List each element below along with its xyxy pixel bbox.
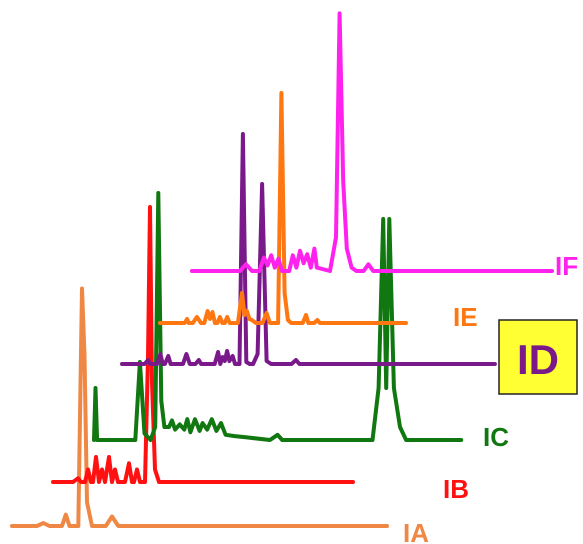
- series-label-ia: IA: [403, 518, 429, 544]
- trace-ic: [92, 191, 464, 442]
- trace-ie: [158, 91, 408, 325]
- trace-id: [120, 132, 497, 366]
- trace-ia: [10, 286, 389, 528]
- series-label-id: ID: [517, 336, 559, 383]
- series-label-ic: IC: [483, 422, 509, 452]
- trace-layer: [10, 11, 554, 528]
- trace-if: [190, 11, 554, 273]
- trace-ib: [51, 205, 355, 484]
- series-label-id-box: ID: [498, 319, 578, 395]
- series-label-ib: IB: [443, 474, 469, 504]
- series-label-ie: IE: [453, 302, 478, 332]
- highlight-box: [498, 319, 578, 395]
- series-label-if: IF: [555, 251, 578, 281]
